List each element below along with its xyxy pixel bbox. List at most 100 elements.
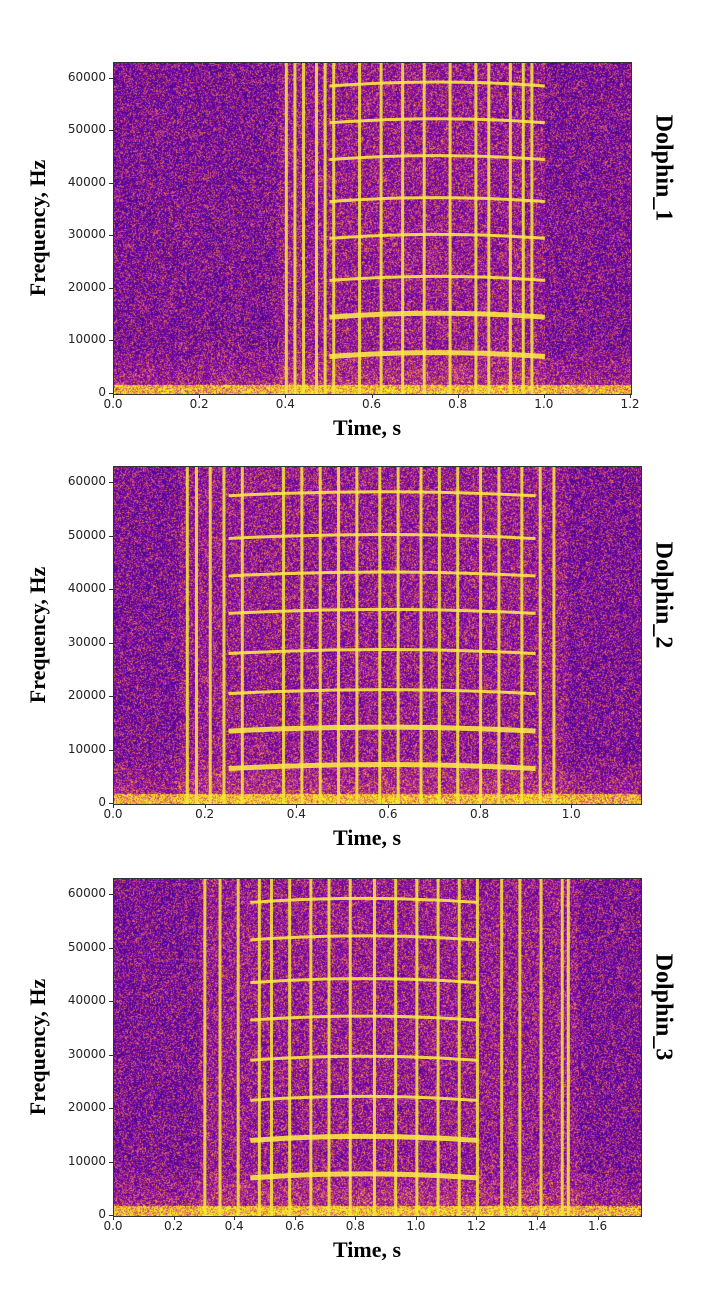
x-tick-label: 1.0	[561, 807, 581, 821]
click-mark	[284, 63, 288, 394]
click-mark	[530, 63, 534, 394]
harmonic-band	[329, 196, 545, 204]
x-tick-label: 1.0	[534, 397, 554, 411]
plot-area	[113, 878, 642, 1217]
x-tick-mark	[355, 1216, 357, 1220]
x-tick-label: 0.8	[470, 807, 490, 821]
y-tick-mark	[109, 235, 113, 237]
click-mark	[208, 467, 212, 804]
click-mark	[236, 879, 240, 1216]
harmonic-band	[228, 688, 536, 696]
harmonic-band	[228, 533, 536, 541]
x-tick-mark	[296, 804, 298, 808]
y-tick-label: 50000	[67, 527, 106, 542]
y-tick-label: 40000	[67, 581, 106, 596]
harmonic-band	[250, 896, 478, 904]
y-tick-mark	[109, 340, 113, 342]
y-tick-mark	[109, 287, 113, 289]
harmonic-band	[228, 607, 536, 615]
y-tick-label: 10000	[67, 741, 106, 756]
harmonic-band	[228, 762, 536, 772]
click-mark	[314, 63, 318, 394]
y-tick-label: 30000	[67, 634, 106, 649]
click-mark	[560, 879, 564, 1216]
x-tick-mark	[371, 394, 373, 398]
x-tick-mark	[285, 394, 287, 398]
harmonic-band	[250, 1054, 478, 1062]
click-mark	[185, 467, 189, 804]
harmonic-band	[329, 117, 545, 125]
click-mark	[348, 879, 352, 1216]
click-mark	[538, 467, 542, 804]
click-mark	[508, 63, 512, 394]
x-tick-mark	[630, 394, 631, 398]
click-mark	[372, 879, 376, 1216]
y-tick-mark	[109, 696, 113, 698]
harmonic-band	[228, 648, 536, 656]
click-mark	[288, 879, 292, 1216]
y-tick-mark	[109, 589, 113, 591]
click-mark	[327, 879, 331, 1216]
x-axis-label: Time, s	[332, 1237, 402, 1262]
y-tick-mark	[109, 535, 113, 537]
harmonic-band	[329, 274, 545, 282]
click-mark	[302, 63, 306, 394]
y-axis-label: Frequency, Hz	[25, 159, 50, 296]
x-tick-mark	[415, 1216, 417, 1220]
click-mark	[487, 63, 491, 394]
click-mark	[240, 467, 244, 804]
x-tick-mark	[113, 804, 114, 808]
y-tick-mark	[109, 1001, 113, 1003]
harmonic-band	[228, 570, 536, 578]
y-axis-label: Frequency, Hz	[25, 566, 50, 703]
y-tick-label: 60000	[67, 474, 106, 489]
y-tick-label: 20000	[67, 688, 106, 703]
panel-title: Dolphin_2	[650, 541, 677, 648]
x-tick-label: 0.0	[103, 807, 123, 821]
click-mark	[323, 63, 327, 394]
x-tick-mark	[537, 1216, 539, 1220]
y-tick-label: 40000	[67, 993, 106, 1008]
click-mark	[379, 63, 383, 394]
x-tick-label: 0.8	[448, 397, 468, 411]
y-tick-mark	[109, 1215, 113, 1216]
x-tick-mark	[479, 804, 481, 808]
x-tick-label: 1.0	[406, 1219, 426, 1233]
harmonic-band	[329, 80, 545, 88]
harmonic-band	[228, 724, 536, 734]
x-axis-label: Time, s	[332, 415, 402, 440]
click-mark	[518, 879, 522, 1216]
click-mark	[401, 63, 405, 394]
y-tick-label: 40000	[67, 174, 106, 189]
y-tick-label: 50000	[67, 939, 106, 954]
x-tick-label: 0.2	[189, 397, 209, 411]
panel-title: Dolphin_3	[650, 953, 677, 1060]
x-tick-label: 0.2	[195, 807, 215, 821]
y-tick-label: 0	[98, 1207, 106, 1221]
x-tick-mark	[543, 394, 545, 398]
click-mark	[309, 879, 313, 1216]
x-tick-label: 0.6	[285, 1219, 305, 1233]
y-axis-label: Frequency, Hz	[25, 978, 50, 1115]
click-mark	[552, 467, 556, 804]
x-tick-mark	[113, 394, 114, 398]
click-mark	[456, 467, 460, 804]
plot-area	[113, 466, 642, 805]
click-mark	[415, 879, 419, 1216]
x-tick-mark	[294, 1216, 296, 1220]
harmonic-band	[250, 977, 478, 985]
x-tick-mark	[113, 1216, 114, 1220]
x-tick-mark	[387, 804, 389, 808]
y-tick-mark	[109, 1054, 113, 1056]
harmonic-band	[250, 934, 478, 942]
spectrogram-marks	[185, 467, 556, 804]
x-tick-label: 0.4	[275, 397, 295, 411]
click-mark	[457, 879, 461, 1216]
y-tick-label: 60000	[67, 69, 106, 84]
y-tick-label: 60000	[67, 886, 106, 901]
x-tick-label: 1.6	[588, 1219, 608, 1233]
y-tick-mark	[109, 182, 113, 184]
click-mark	[539, 879, 543, 1216]
click-mark	[218, 879, 222, 1216]
click-mark	[269, 879, 273, 1216]
